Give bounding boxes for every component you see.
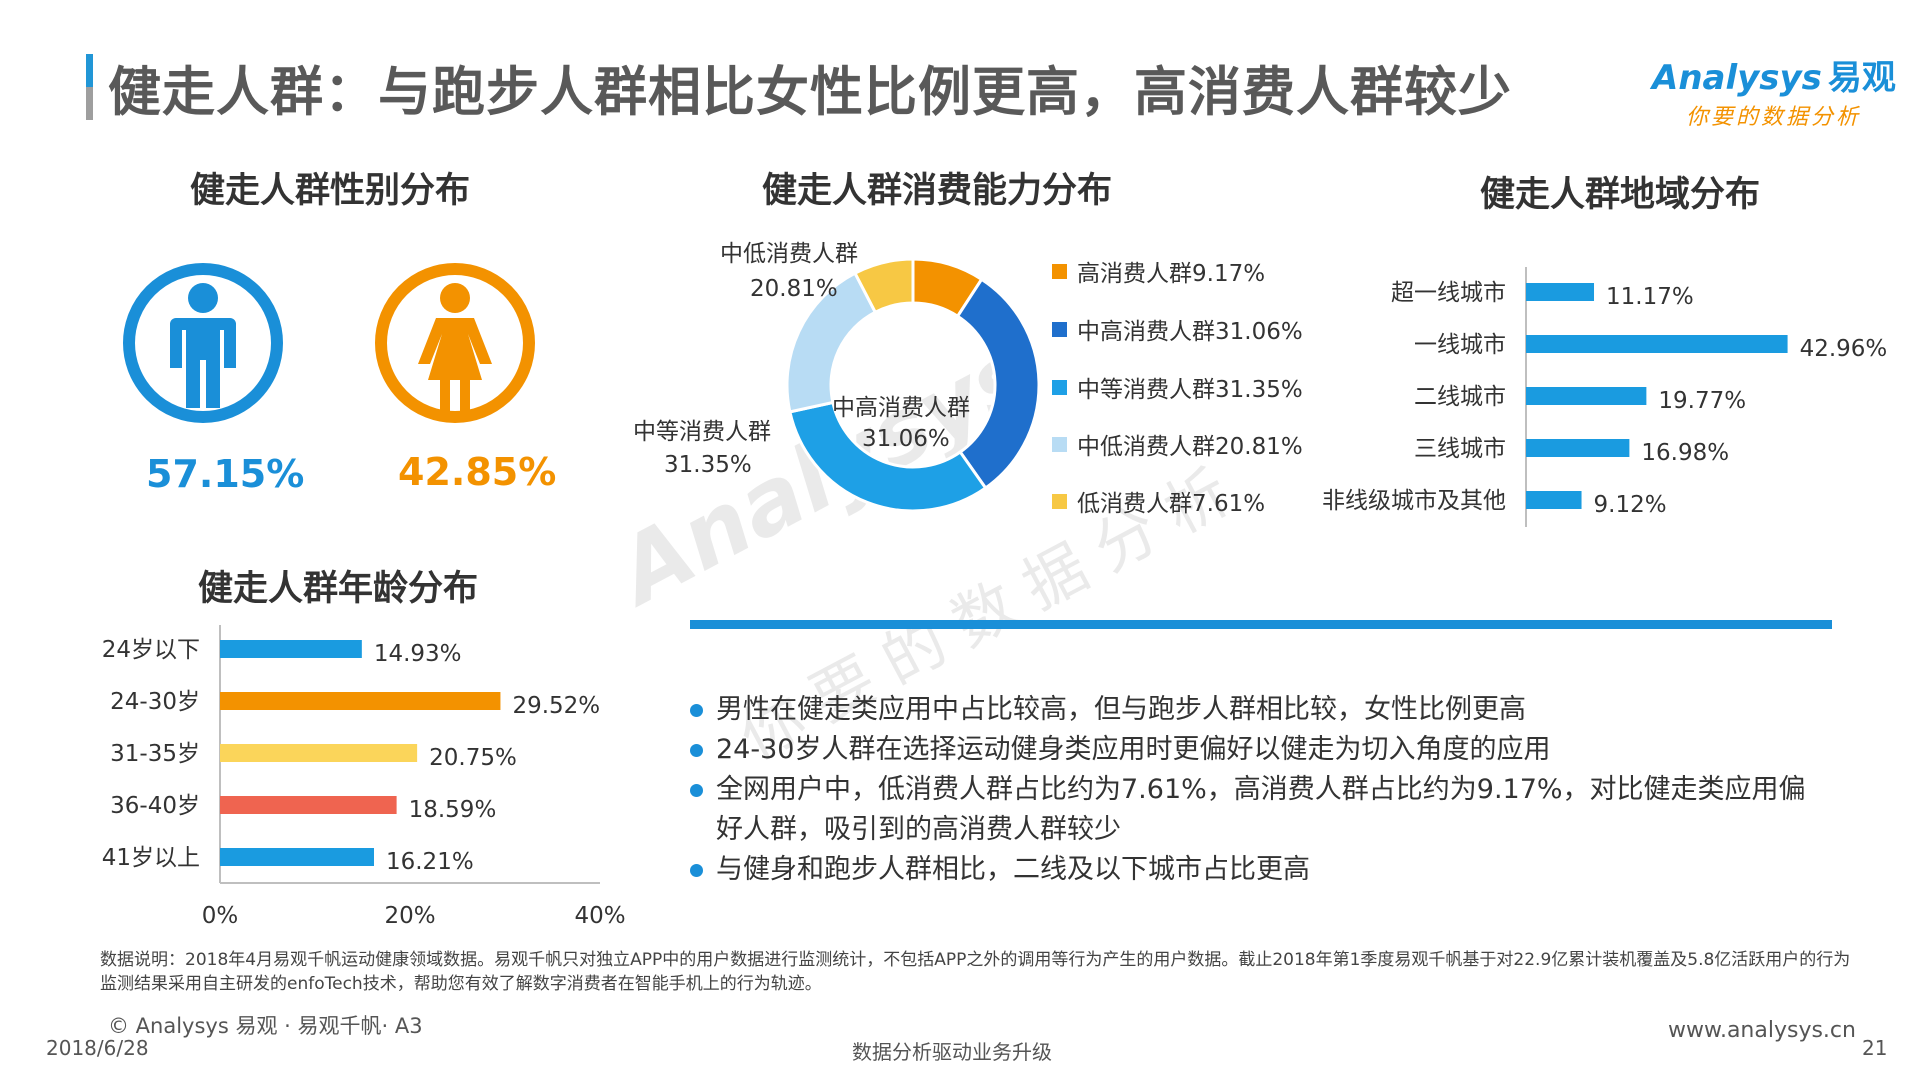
section-divider xyxy=(690,620,1832,629)
insight-item: 与健身和跑步人群相比，二线及以下城市占比更高 xyxy=(690,850,1830,890)
donut-label-midlow-name: 中低消费人群 xyxy=(720,241,858,267)
legend-label: 中等消费人群31.35% xyxy=(1077,377,1303,403)
bar-1 xyxy=(1526,335,1788,353)
legend-swatch xyxy=(1052,493,1067,509)
gender-section-title: 健走人群性别分布 xyxy=(190,171,471,211)
legend-label: 中高消费人群31.06% xyxy=(1077,319,1303,345)
category-label: 24岁以下 xyxy=(102,637,200,663)
donut-center-label: 中高消费人群 xyxy=(832,395,970,421)
donut-center-value: 31.06% xyxy=(862,426,950,452)
category-label: 一线城市 xyxy=(1414,332,1506,358)
logo-cn: 易观 xyxy=(1827,58,1896,98)
data-note: 数据说明：2018年4月易观千帆运动健康领域数据。易观千帆只对独立APP中的用户… xyxy=(100,950,1851,994)
bar-3 xyxy=(220,796,397,814)
x-tick-label: 20% xyxy=(384,903,435,929)
insights-list: 男性在健走类应用中占比较高，但与跑步人群相比较，女性比例更高 24-30岁人群在… xyxy=(690,690,1830,890)
bar-4 xyxy=(220,848,374,866)
donut-label-mid-name: 中等消费人群 xyxy=(633,419,771,445)
female-icon xyxy=(375,263,535,423)
category-label: 24-30岁 xyxy=(110,689,200,715)
male-percentage: 57.15% xyxy=(146,452,305,496)
value-label: 11.17% xyxy=(1606,284,1694,310)
logo-en: Analysys xyxy=(1652,58,1822,98)
region-section-title: 健走人群地域分布 xyxy=(1480,175,1761,215)
bar-4 xyxy=(1526,491,1582,509)
donut-label-midlow-value: 20.81% xyxy=(750,276,838,302)
bar-2 xyxy=(220,744,418,762)
insight-item: 全网用户中，低消费人群占比约为7.61%，高消费人群占比约为9.17%，对比健走… xyxy=(690,770,1830,850)
legend-item: 低消费人群7.61% xyxy=(1052,484,1265,518)
legend-item: 中低消费人群20.81% xyxy=(1052,427,1303,461)
footer-date: 2018/6/28 xyxy=(46,1036,149,1060)
bar-3 xyxy=(1526,439,1630,457)
region-bar-chart: 超一线城市 11.17% 一线城市 42.96% 二线城市 19.77% 三线城市 16.98… xyxy=(1322,267,1888,527)
legend-item: 中等消费人群31.35% xyxy=(1052,370,1303,404)
legend-swatch xyxy=(1052,436,1067,452)
bar-2 xyxy=(1526,387,1647,405)
category-label: 非线级城市及其他 xyxy=(1322,488,1506,514)
category-label: 41岁以上 xyxy=(102,845,200,871)
consumption-section-title: 健走人群消费能力分布 xyxy=(762,171,1113,211)
male-icon xyxy=(123,263,283,423)
insight-item: 24-30岁人群在选择运动健身类应用时更偏好以健走为切入角度的应用 xyxy=(690,730,1830,770)
female-percentage: 42.85% xyxy=(398,450,557,494)
legend-swatch xyxy=(1052,321,1067,337)
value-label: 19.77% xyxy=(1658,388,1746,414)
value-label: 29.52% xyxy=(512,693,600,719)
category-label: 二线城市 xyxy=(1414,384,1506,410)
footer-website: www.analysys.cn xyxy=(1668,1018,1856,1043)
value-label: 16.98% xyxy=(1641,440,1729,466)
x-tick-label: 40% xyxy=(574,903,625,929)
logo-slogan: 你要的数据分析 xyxy=(1686,105,1862,130)
footer-copyright: © Analysys 易观 · 易观千帆· A3 xyxy=(108,1014,423,1038)
legend-label: 中低消费人群20.81% xyxy=(1077,434,1303,460)
bar-0 xyxy=(220,640,362,658)
title-accent-bar xyxy=(86,54,93,120)
donut-label-mid-value: 31.35% xyxy=(664,452,752,478)
category-label: 36-40岁 xyxy=(110,793,200,819)
bar-0 xyxy=(1526,283,1595,301)
x-tick-label: 0% xyxy=(202,903,239,929)
footer-slogan: 数据分析驱动业务升级 xyxy=(852,1040,1052,1064)
value-label: 42.96% xyxy=(1800,336,1888,362)
legend-swatch xyxy=(1052,263,1067,279)
category-label: 三线城市 xyxy=(1414,436,1506,462)
legend-item: 高消费人群9.17% xyxy=(1052,254,1265,288)
analysys-logo: Analysys 易观 你要的数据分析 xyxy=(1652,50,1896,130)
category-label: 超一线城市 xyxy=(1391,280,1506,306)
age-bar-chart: 24岁以下 14.93% 24-30岁 29.52% 31-35岁 20.75% 36-40… xyxy=(102,625,626,929)
bar-1 xyxy=(220,692,501,710)
category-label: 31-35岁 xyxy=(110,741,200,767)
value-label: 16.21% xyxy=(386,849,474,875)
legend-label: 低消费人群7.61% xyxy=(1077,491,1266,517)
footer-page-number: 21 xyxy=(1862,1036,1888,1060)
page-title: 健走人群：与跑步人群相比女性比例更高，高消费人群较少 xyxy=(108,62,1512,123)
donut-slice-2 xyxy=(788,400,988,513)
legend-label: 高消费人群9.17% xyxy=(1077,261,1266,287)
donut-slice-4 xyxy=(853,257,915,315)
legend-swatch xyxy=(1052,379,1067,395)
donut-slice-1 xyxy=(955,277,1041,491)
value-label: 9.12% xyxy=(1594,492,1667,518)
age-section-title: 健走人群年龄分布 xyxy=(198,569,479,609)
legend-item: 中高消费人群31.06% xyxy=(1052,312,1303,346)
value-label: 18.59% xyxy=(409,797,497,823)
value-label: 20.75% xyxy=(429,745,517,771)
value-label: 14.93% xyxy=(374,641,462,667)
consumption-donut-chart xyxy=(785,257,1041,513)
insight-item: 男性在健走类应用中占比较高，但与跑步人群相比较，女性比例更高 xyxy=(690,690,1830,730)
